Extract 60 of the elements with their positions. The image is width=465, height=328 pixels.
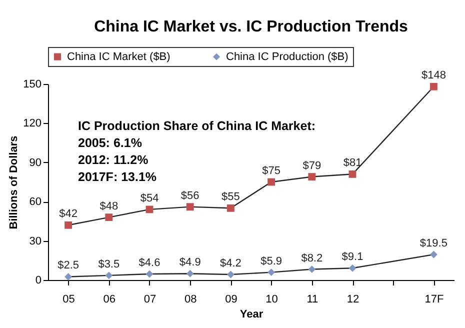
x-tick-label: 09 [225,294,238,306]
data-label: $4.9 [179,256,201,269]
data-label: $5.9 [260,255,282,268]
data-label: $75 [262,165,280,177]
annotation: 2005: 6.1% [78,136,142,150]
y-tick-label: 0 [35,274,42,286]
annotation: 2012: 11.2% [78,153,148,167]
point [226,270,234,278]
data-label: $2.5 [58,260,80,272]
y-axis-title: Billions of Dollars [8,136,20,230]
legend-label: China IC Production ($B) [226,50,348,63]
data-label: $4.2 [220,258,242,270]
chart-title: China IC Market vs. IC Production Trends [94,18,408,36]
x-tick-label: 17F [424,294,444,306]
data-label: $55 [222,191,240,204]
annotation: 2017F: 13.1% [78,170,157,184]
data-label: $54 [140,192,159,204]
x-tick-label: 08 [184,294,197,306]
data-label: $8.2 [301,252,323,264]
data-label: $81 [343,157,362,170]
data-label: $42 [59,208,78,220]
x-axis-title: Year [240,308,264,320]
x-tick-label: 10 [266,294,278,306]
point [268,268,276,276]
point [64,273,72,280]
point [186,270,194,278]
point [430,82,438,90]
x-tick-label: 11 [306,294,318,306]
point [268,178,276,186]
point [430,250,438,258]
x-tick-label: 12 [346,294,360,306]
point [226,204,234,212]
x-tick-label: 05 [62,294,75,306]
point [105,214,113,221]
point [146,206,154,214]
point [146,270,154,278]
point [308,173,316,180]
point [105,272,113,280]
y-tick-label: 90 [29,156,42,169]
x-tick-label: 07 [144,294,156,306]
point [348,170,356,178]
data-label: $48 [100,200,118,212]
data-label: $56 [180,190,200,202]
y-tick-label: 60 [29,196,42,208]
data-label: $148 [421,70,446,82]
legend-label: China IC Market ($B) [67,50,170,63]
data-label: $79 [302,160,322,172]
y-tick-label: 30 [29,235,42,248]
x-tick-label: 06 [103,294,116,306]
point [64,221,72,229]
point [308,266,316,273]
point [186,203,194,211]
data-label: $3.5 [98,258,120,270]
data-label: $4.6 [138,256,160,269]
y-tick-label: 120 [23,118,42,130]
point [348,264,356,272]
y-tick-label: 150 [23,78,42,90]
data-label: $19.5 [420,238,448,250]
annotation: IC Production Share of China IC Market: [78,119,316,133]
data-label: $9.1 [342,251,364,264]
